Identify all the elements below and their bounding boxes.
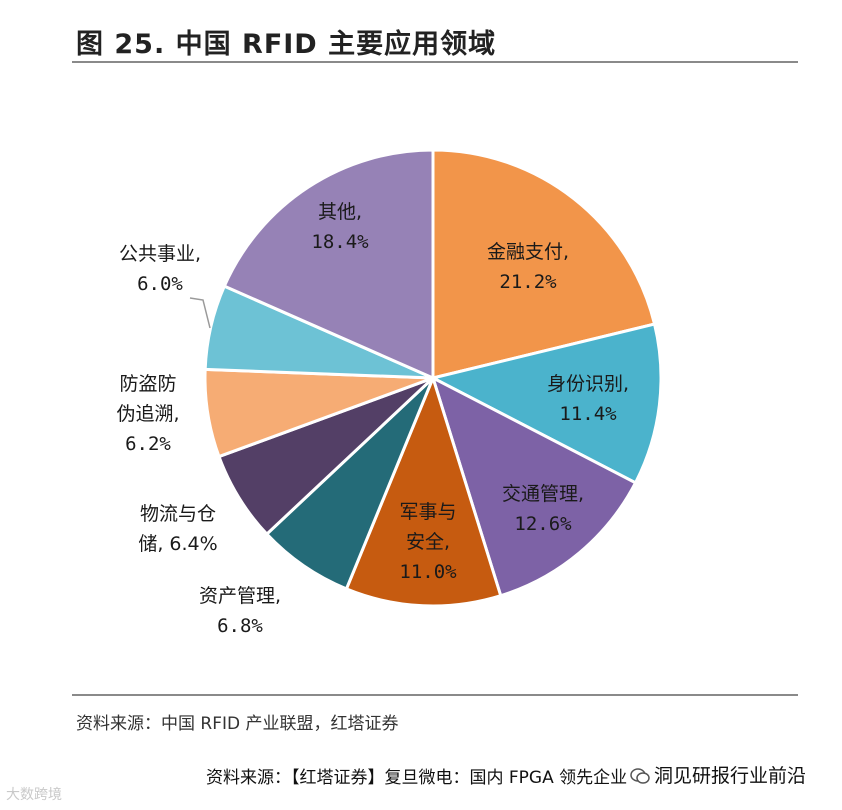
chart-title: 图 25. 中国 RFID 主要应用领域 bbox=[76, 29, 497, 60]
slice-label-7-line-2: 伪追溯, bbox=[116, 403, 179, 425]
slice-label-4-line-2: 安全, bbox=[406, 531, 450, 553]
top-rule bbox=[72, 61, 798, 63]
slice-pct-4: 11.0% bbox=[399, 561, 457, 583]
footer-brand-text: 洞见研报行业前沿 bbox=[654, 765, 807, 787]
slice-pct-1: 21.2% bbox=[499, 271, 557, 293]
slice-label-9-line-1: 其他, bbox=[318, 201, 362, 223]
slice-pct-3: 12.6% bbox=[514, 513, 572, 535]
slice-label-4-line-1: 军事与 bbox=[399, 501, 456, 523]
footer-source-line: 资料来源：【红塔证券】复旦微电：国内 FPGA 领先企业 bbox=[206, 768, 628, 788]
slice-pct-2: 11.4% bbox=[559, 403, 617, 425]
leader-line-public-utilities bbox=[189, 297, 211, 329]
pie-slice-4 bbox=[344, 373, 503, 608]
footer-brand: 洞见研报行业前沿 bbox=[630, 761, 806, 788]
pie-slice-9 bbox=[222, 148, 435, 381]
slice-label-2-line-1: 身份识别, bbox=[547, 373, 629, 395]
chart-source: 资料来源：中国 RFID 产业联盟，红塔证券 bbox=[76, 714, 399, 734]
slice-pct-5: 6.8% bbox=[217, 615, 263, 637]
slice-pct-9: 18.4% bbox=[311, 231, 369, 253]
watermark-text: 大数跨境 bbox=[6, 787, 62, 803]
bottom-rule bbox=[72, 694, 798, 696]
slice-label-6-line-2: 储, 6.4% bbox=[138, 533, 217, 555]
slice-label-1-line-1: 金融支付, bbox=[487, 241, 569, 263]
slice-pct-8: 6.0% bbox=[137, 273, 183, 295]
slice-label-7-line-1: 防盗防 bbox=[119, 373, 176, 395]
slice-label-3-line-1: 交通管理, bbox=[502, 483, 584, 505]
chat-bubble-icon bbox=[630, 768, 650, 784]
pie-slice-1 bbox=[431, 148, 657, 380]
slice-label-8-line-1: 公共事业, bbox=[119, 243, 201, 265]
pie-slices bbox=[203, 148, 663, 608]
pie-slice-3 bbox=[430, 375, 638, 598]
slice-label-5-line-1: 资产管理, bbox=[199, 585, 281, 607]
pie-slice-2 bbox=[428, 322, 663, 485]
slice-label-6-line-1: 物流与仓 bbox=[140, 503, 216, 525]
slice-pct-7: 6.2% bbox=[125, 433, 171, 455]
